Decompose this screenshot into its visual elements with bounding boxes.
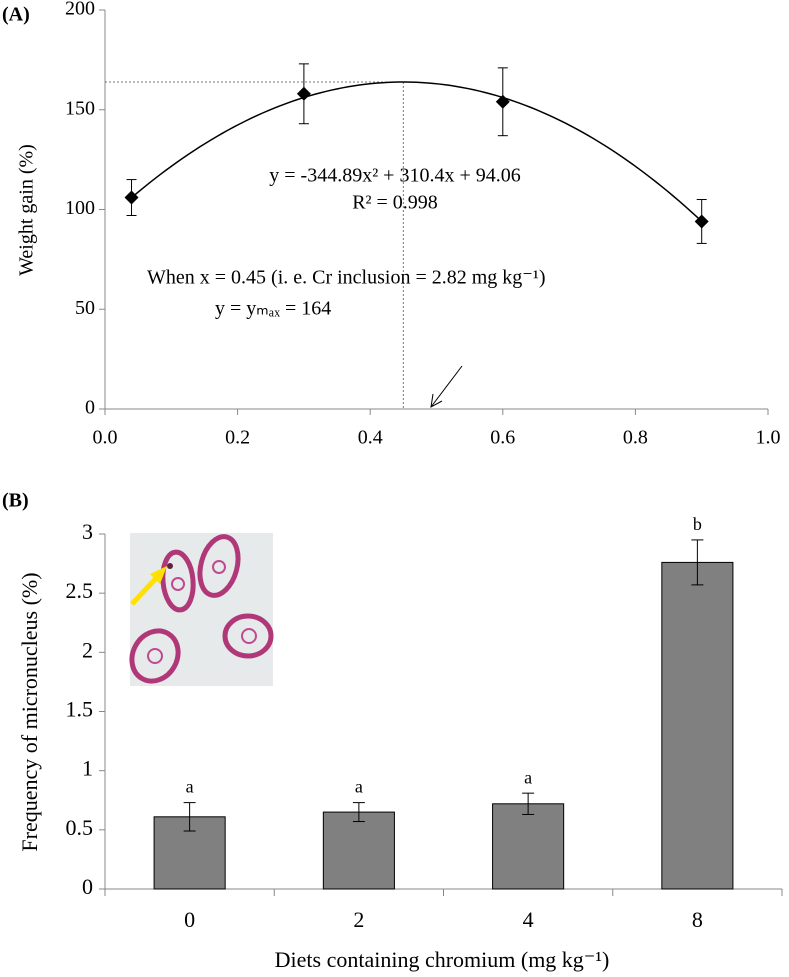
bar xyxy=(661,561,734,890)
significance-letter: b xyxy=(693,514,702,534)
micrograph-inset xyxy=(129,533,274,686)
y-tick-label: 50 xyxy=(75,297,95,319)
y-tick-label: 200 xyxy=(65,0,95,20)
y-tick-label: 3 xyxy=(82,519,93,544)
x-tick-label: 2 xyxy=(353,907,364,932)
y-axis-label: Weight gain (%) xyxy=(16,144,38,276)
x-axis-label: Diets containing chromium (mg kg⁻¹) xyxy=(275,947,610,972)
data-point xyxy=(495,94,510,109)
x-tick-label: 0.2 xyxy=(225,427,250,449)
significance-letter: a xyxy=(524,767,532,787)
nucleus xyxy=(212,560,226,574)
x-tick-label: 1.0 xyxy=(756,427,781,449)
y-tick-label: 0 xyxy=(85,397,95,419)
data-point xyxy=(296,86,311,101)
annotation: When x = 0.45 (i. e. Cr inclusion = 2.82… xyxy=(147,267,546,289)
y-tick-label: 1.5 xyxy=(66,697,94,722)
nucleus xyxy=(147,648,163,664)
bar xyxy=(322,811,395,890)
nucleus xyxy=(241,628,257,644)
panel-label: (A) xyxy=(2,4,30,26)
annotation: y = -344.89x² + 310.4x + 94.06 xyxy=(269,165,521,187)
x-tick-label: 0.8 xyxy=(623,427,648,449)
x-tick-label: 0.6 xyxy=(490,427,515,449)
cell xyxy=(129,628,181,684)
data-point xyxy=(124,190,139,205)
y-tick-label: 2.5 xyxy=(66,578,94,603)
y-tick-label: 150 xyxy=(65,97,95,119)
arrow xyxy=(430,365,463,408)
bar xyxy=(492,803,565,890)
x-tick-label: 8 xyxy=(692,907,703,932)
cell xyxy=(197,534,241,598)
arrow-head xyxy=(430,393,443,408)
micronucleus xyxy=(167,563,173,569)
x-tick-label: 0.4 xyxy=(358,427,383,449)
annotation: R² = 0.998 xyxy=(352,192,438,214)
cell xyxy=(160,549,196,613)
y-axis-label: Frequency of micronucleus (%) xyxy=(17,572,42,851)
x-tick-label: 0 xyxy=(184,907,195,932)
significance-letter: a xyxy=(186,777,194,797)
y-tick-label: 2 xyxy=(82,637,93,662)
x-tick-label: 4 xyxy=(523,907,534,932)
panel-label: (B) xyxy=(2,490,29,512)
fit-curve xyxy=(131,81,703,222)
significance-letter: a xyxy=(355,777,363,797)
pointer-arrow-head xyxy=(150,566,167,584)
cell xyxy=(222,613,274,659)
x-tick-label: 0.0 xyxy=(93,427,118,449)
y-tick-label: 0 xyxy=(82,874,93,899)
nucleus xyxy=(171,577,185,591)
annotation: y = yₘₐₓ = 164 xyxy=(215,298,331,320)
data-point xyxy=(694,214,709,229)
y-tick-label: 100 xyxy=(65,197,95,219)
y-tick-label: 0.5 xyxy=(66,815,94,840)
y-tick-label: 1 xyxy=(82,756,93,781)
